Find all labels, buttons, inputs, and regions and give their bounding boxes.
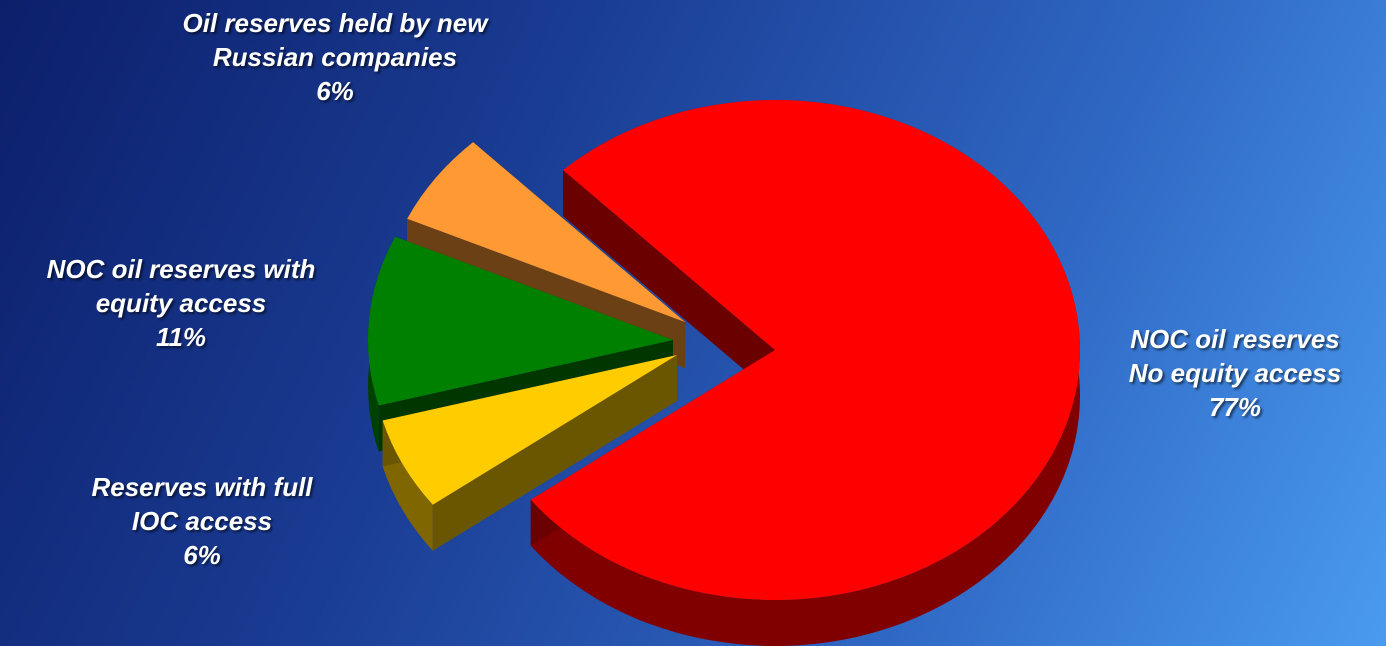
slice-label-full-ioc-access: Reserves with full IOC access 6% bbox=[40, 470, 364, 572]
pie-slice-side bbox=[563, 170, 775, 396]
slice-label-line: No equity access bbox=[1128, 358, 1342, 388]
slice-label-line: Reserves with full bbox=[91, 472, 313, 502]
slice-label-noc-no-equity-access: NOC oil reserves No equity access 77% bbox=[1090, 322, 1380, 424]
pie-slice-top bbox=[407, 142, 685, 322]
pie-slice-top bbox=[530, 100, 1080, 601]
slice-value-label: 6% bbox=[183, 540, 221, 570]
slice-label-noc-equity-access: NOC oil reserves with equity access 11% bbox=[0, 252, 362, 354]
slice-label-line: Oil reserves held by new bbox=[182, 8, 488, 38]
slice-label-line: Russian companies bbox=[212, 42, 458, 72]
slice-label-line: equity access bbox=[95, 288, 267, 318]
slice-value-label: 11% bbox=[155, 322, 207, 352]
pie-slice bbox=[382, 355, 677, 551]
slice-label-line: NOC oil reserves bbox=[1130, 324, 1340, 354]
slice-value-label: 77% bbox=[1208, 392, 1262, 422]
pie-slice bbox=[530, 100, 1080, 646]
pie-slice-top bbox=[368, 236, 673, 406]
slice-label-line: NOC oil reserves with bbox=[46, 254, 316, 284]
slice-value-label: 6% bbox=[316, 76, 354, 106]
slice-label-line: IOC access bbox=[131, 506, 273, 536]
slice-label-russian-companies: Oil reserves held by new Russian compani… bbox=[130, 6, 540, 108]
pie-slice-top bbox=[382, 355, 677, 505]
